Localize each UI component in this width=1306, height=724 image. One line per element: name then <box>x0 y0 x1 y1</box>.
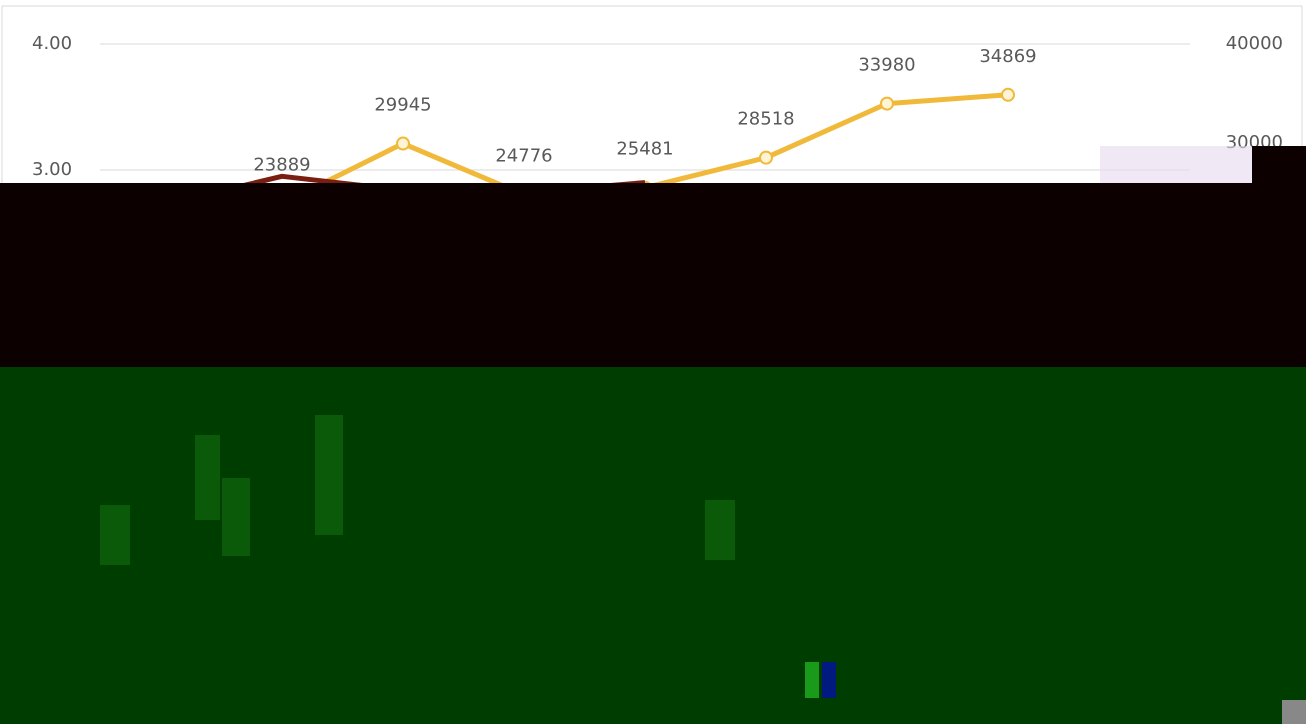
overlay-noise <box>1282 700 1306 724</box>
data-label: 33980 <box>858 55 915 76</box>
overlay-block <box>0 367 1306 724</box>
overlay-noise <box>705 500 735 560</box>
data-label: 25481 <box>616 139 673 160</box>
overlay-noise <box>805 662 819 698</box>
overlay-block <box>0 183 1100 367</box>
data-point <box>1001 87 1015 102</box>
overlay-noise <box>100 505 130 565</box>
y-tick-label: 4.00 <box>32 33 72 54</box>
corrupted-overlay <box>0 146 1306 724</box>
data-point <box>759 150 773 165</box>
overlay-noise <box>195 435 220 520</box>
overlay-block <box>1252 146 1306 330</box>
overlay-noise <box>822 662 836 698</box>
overlay-noise <box>1100 146 1252 183</box>
data-label: 23889 <box>253 154 310 175</box>
overlay-noise <box>315 415 343 535</box>
overlay-block <box>1100 183 1252 330</box>
data-label: 24776 <box>495 146 552 167</box>
data-label: 34869 <box>979 46 1036 67</box>
data-label: 28518 <box>737 109 794 130</box>
data-label: 29945 <box>374 95 431 116</box>
data-point <box>396 136 410 151</box>
overlay-noise <box>222 478 250 556</box>
data-point <box>880 96 894 111</box>
y2-tick-label: 40000 <box>1226 33 1283 54</box>
overlay-block <box>1100 330 1306 367</box>
y-tick-label: 3.00 <box>32 159 72 180</box>
